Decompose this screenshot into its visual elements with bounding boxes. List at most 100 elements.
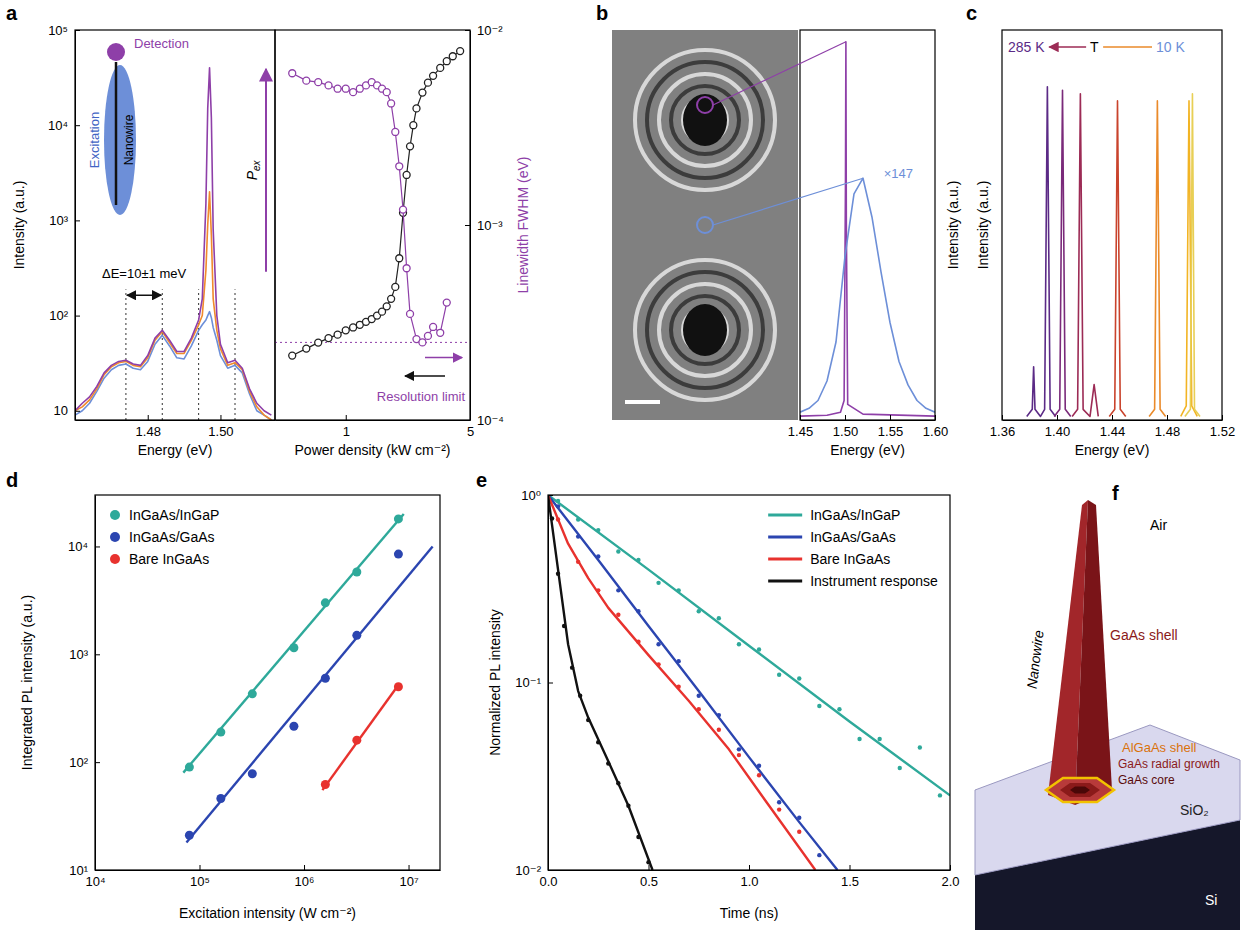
diagram: AirNanowireGaAs shellAlGaAs shellGaAs ra… (975, 500, 1240, 930)
data-point (697, 694, 701, 698)
data-line (1072, 94, 1098, 417)
data-point (388, 295, 395, 302)
data-point (757, 763, 761, 767)
data-point (424, 79, 431, 86)
label: Pex (244, 159, 262, 180)
legend-swatch (110, 510, 120, 520)
data-point (289, 722, 298, 731)
data-point (407, 143, 414, 150)
data-point (410, 122, 417, 129)
tick: 10⁵ (190, 865, 210, 889)
data-point (394, 682, 403, 691)
axis: 1.361.401.441.481.52 (990, 415, 1235, 439)
axis-title: Energy (eV) (138, 442, 213, 458)
data-point (576, 534, 580, 538)
tick-mark (548, 870, 553, 871)
data-point (407, 310, 414, 317)
data-point (334, 331, 341, 338)
fringe (659, 284, 751, 376)
data-point (757, 773, 761, 777)
axis-line (76, 420, 276, 421)
plot-area (275, 48, 470, 359)
core-section (1070, 787, 1090, 794)
axis-line (470, 31, 471, 421)
data-point (321, 780, 330, 789)
tick-mark (800, 415, 801, 420)
tick-mark (935, 415, 936, 420)
tick-label: 10³ (69, 647, 88, 662)
tick-label: 1.55 (878, 424, 903, 439)
tick-label: 10⁰ (521, 488, 541, 503)
data-point (352, 631, 361, 640)
data-point (918, 745, 922, 749)
tick: 10⁴ (48, 118, 80, 133)
tick-label: 10² (49, 308, 68, 323)
tick-mark (409, 865, 410, 870)
data-point (400, 206, 407, 213)
data-point (413, 105, 420, 112)
panel-letter: a (6, 2, 18, 24)
tick-label: 1.60 (923, 424, 948, 439)
data-point (392, 128, 399, 135)
data-point (419, 89, 426, 96)
tick-label: 1.40 (1045, 424, 1070, 439)
data-point (443, 58, 450, 65)
panel-letter: d (6, 469, 18, 491)
axis-title: Energy (eV) (1075, 442, 1150, 458)
tick-mark (95, 870, 100, 871)
tick: 10⁰ (521, 488, 553, 503)
tick-label: 0.0 (539, 874, 557, 889)
data-point (837, 707, 841, 711)
panel-letter: c (966, 2, 977, 24)
image-ground (612, 30, 798, 420)
tick-label: 10⁴ (85, 874, 105, 889)
axis: 1010²10³10⁴10⁵ (48, 23, 80, 421)
tick-label: 1.5 (841, 874, 859, 889)
data-point (656, 662, 660, 666)
figure: 1.481.501010²10³10⁴10⁵Energy (eV)Intensi… (0, 0, 1245, 932)
data-point (576, 517, 580, 521)
tick-mark (95, 762, 100, 763)
panel-letter: f (1112, 482, 1119, 504)
data-point (576, 560, 580, 564)
data-line (75, 68, 271, 415)
data-point (676, 659, 680, 663)
data-point (676, 684, 680, 688)
axis-title: Intensity (a.u.) (945, 181, 961, 270)
tick: 1.5 (841, 865, 859, 889)
data-point (596, 588, 600, 592)
data-point (817, 704, 821, 708)
tick-mark (1222, 415, 1223, 420)
axis-line (1003, 420, 1223, 421)
detection-spot (697, 217, 713, 233)
legend: InGaAs/InGaPInGaAs/GaAsBare InGaAs (110, 507, 219, 567)
data-point (757, 647, 761, 651)
plot-area (75, 68, 271, 420)
tick-label: 1.48 (1155, 424, 1180, 439)
data-point (586, 718, 590, 722)
legend-label: InGaAs/GaAs (129, 529, 215, 545)
data-point (777, 800, 781, 804)
tick: 10⁴ (68, 539, 100, 554)
data-point (325, 82, 332, 89)
data-point (616, 588, 620, 592)
data-point (857, 737, 861, 741)
tick: 10³ (69, 647, 100, 662)
legend-swatch (110, 532, 120, 542)
data-point (321, 598, 330, 607)
data-point (325, 335, 332, 342)
tick-label: 10⁵ (190, 874, 210, 889)
data-point (342, 85, 349, 92)
fit-line (183, 514, 403, 773)
fringe (647, 62, 763, 178)
fringe (635, 260, 775, 400)
data-point (216, 794, 225, 803)
tick: 1.48 (1155, 415, 1180, 439)
annotation-arrow (1049, 46, 1086, 48)
tick-label: 10 (54, 403, 68, 418)
data-point (403, 171, 410, 178)
fringe (671, 86, 739, 154)
axis-title: Intensity (a.u.) (975, 181, 991, 270)
data-point (596, 554, 600, 558)
tick: 1.52 (1210, 415, 1235, 439)
